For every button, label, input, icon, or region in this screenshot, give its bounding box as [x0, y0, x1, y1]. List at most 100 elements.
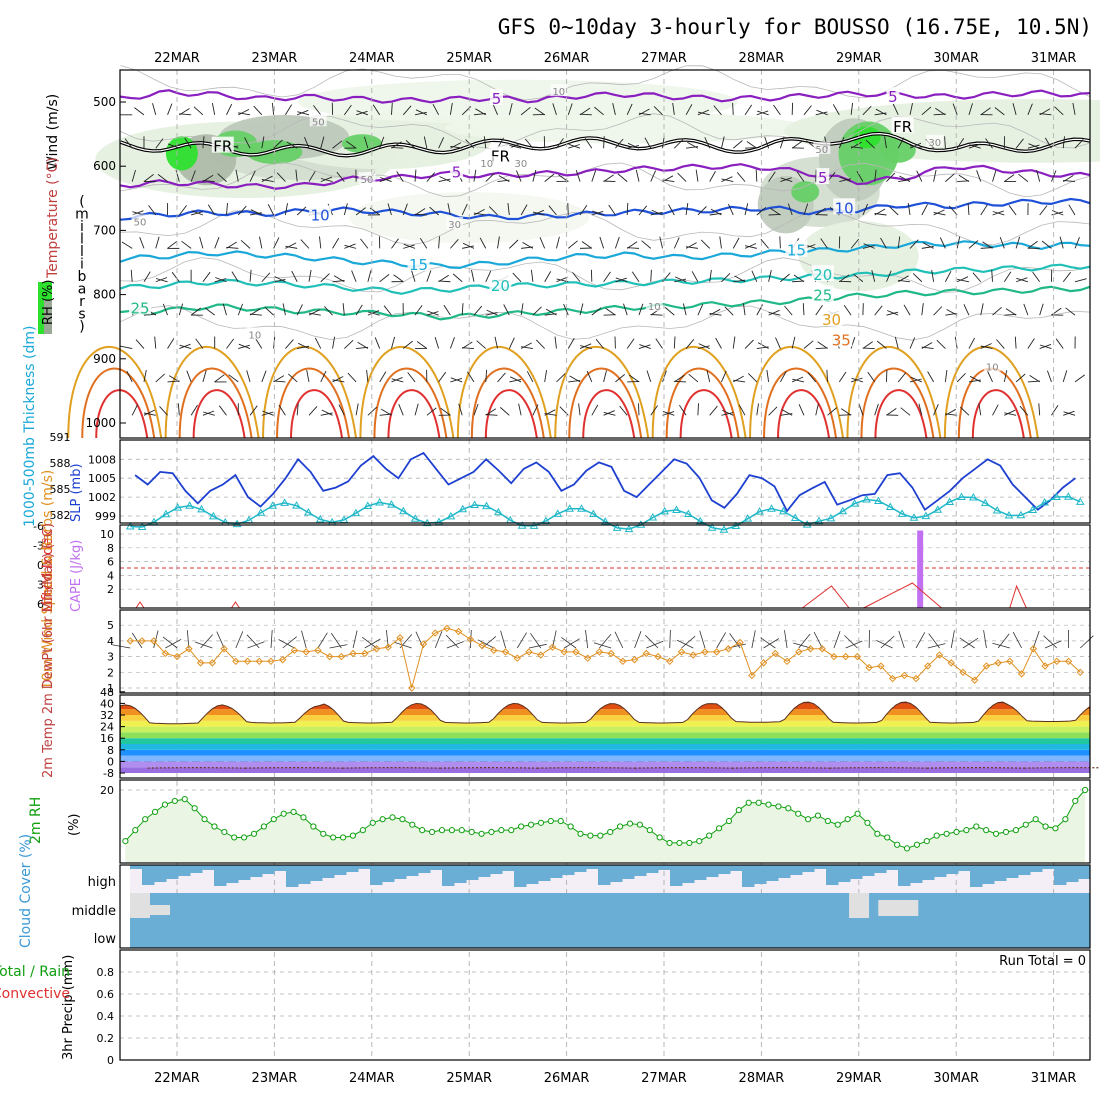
contour-label-bg: [309, 114, 327, 127]
wind-speed-marker: [959, 668, 967, 677]
diurnal-contour: [262, 345, 358, 439]
lifted-series: [802, 585, 850, 609]
wind-barb: [839, 176, 852, 183]
rh-marker: [992, 830, 1000, 837]
rh-marker: [260, 823, 267, 830]
wind-speed-marker: [666, 657, 674, 666]
wind-barb: [405, 140, 416, 149]
contour-label: FR: [893, 118, 912, 136]
wind-barb: [253, 105, 263, 116]
wind-barb: [628, 374, 640, 383]
wind-barb: [798, 404, 805, 416]
cloud-high-bar: [466, 865, 479, 880]
wind-barb: [403, 243, 416, 249]
wind-barb: [346, 140, 357, 149]
wind-barb: [1044, 137, 1052, 149]
date-label-top: 24MAR: [349, 51, 395, 66]
date-label-top: 22MAR: [154, 51, 200, 66]
wind-barb: [515, 170, 522, 182]
wind-barb: [916, 170, 923, 182]
wind-barb: [184, 137, 192, 149]
wind-barb: [1012, 103, 1017, 115]
wind-barb: [152, 103, 157, 115]
thickness-marker: [743, 514, 753, 522]
wind-barb: [154, 336, 157, 349]
precip-tick: 0.2: [97, 1032, 115, 1045]
rh-contour-2: [120, 162, 1091, 198]
wind-barb: [744, 339, 754, 349]
diurnal-contour: [846, 345, 942, 439]
thickness-marker: [826, 513, 836, 522]
cloud-high-bar: [550, 865, 563, 878]
wind-barb: [939, 237, 946, 249]
wind-barb: [722, 409, 734, 416]
wind-barb: [360, 238, 369, 249]
contour-label-bg: [550, 84, 568, 97]
thickness-marker: [980, 498, 990, 507]
diurnal-contour: [67, 345, 163, 439]
cloud-low-middle: [130, 893, 1090, 948]
series-layer: [112, 451, 1100, 948]
wind-speed-marker: [408, 684, 416, 692]
cape-tick: 6: [107, 556, 114, 569]
wind-barb: [770, 207, 781, 216]
wind-barb: [802, 303, 805, 316]
contour-label: 50: [134, 217, 147, 228]
wind-barb: [910, 145, 922, 149]
wind-barb: [603, 271, 611, 283]
wind-barb: [909, 142, 922, 149]
wind-barb: [308, 309, 320, 316]
wind-barb: [968, 337, 975, 349]
millibars-char: i: [80, 219, 84, 235]
wind-barb: [304, 136, 310, 149]
cloud-high-bar: [1018, 865, 1031, 875]
wind-barb: [155, 278, 168, 283]
wind-barb: [333, 275, 345, 283]
wind-speed-marker: [712, 648, 721, 656]
wind-barb: [261, 179, 274, 183]
wind-barb: [839, 178, 852, 183]
wind-barb: [985, 138, 993, 149]
wind-barb: [520, 106, 531, 116]
contour-label-bg: [811, 265, 834, 282]
wind10m-barb: [634, 631, 642, 649]
wind-barb: [363, 136, 369, 149]
wind-barb: [320, 176, 333, 183]
rh-marker: [330, 834, 337, 841]
wind-barb: [1062, 136, 1065, 149]
thickness-marker: [755, 507, 765, 515]
rh-fill: [125, 790, 1086, 863]
wind-barb: [179, 113, 192, 116]
wind-barb: [775, 337, 781, 349]
rh-marker: [488, 828, 495, 836]
wind-barb: [204, 307, 215, 316]
wind10m-barb: [676, 639, 694, 649]
wind-barb: [768, 309, 780, 316]
wind-speed-marker: [490, 646, 498, 655]
wind-barb: [793, 274, 805, 283]
rh-marker: [715, 825, 723, 832]
wind-barb: [815, 403, 819, 416]
wind-barb: [921, 303, 924, 316]
wind-tick: 1: [107, 682, 114, 695]
date-label-bottom: 31MAR: [1031, 1071, 1077, 1086]
diurnal-contour: [276, 367, 351, 439]
thickness-marker: [232, 519, 242, 528]
wind-barb: [614, 236, 620, 249]
rh-marker: [409, 821, 416, 828]
wind-barb: [402, 203, 408, 216]
wind-barb: [751, 270, 758, 282]
rh-marker: [973, 823, 980, 830]
wind-barb: [414, 213, 427, 216]
wind-barb: [968, 103, 973, 115]
millibars-char: b: [78, 269, 87, 285]
wind-barb: [839, 274, 850, 283]
wind-barb: [1074, 237, 1080, 249]
contour-label-bg: [983, 359, 1001, 372]
rh-marker: [933, 832, 940, 839]
cloud-high-bar: [214, 865, 227, 886]
wind-barb: [308, 171, 316, 182]
wind-barb: [534, 107, 545, 116]
wind-barb: [214, 237, 220, 249]
wind-barb: [485, 172, 495, 182]
